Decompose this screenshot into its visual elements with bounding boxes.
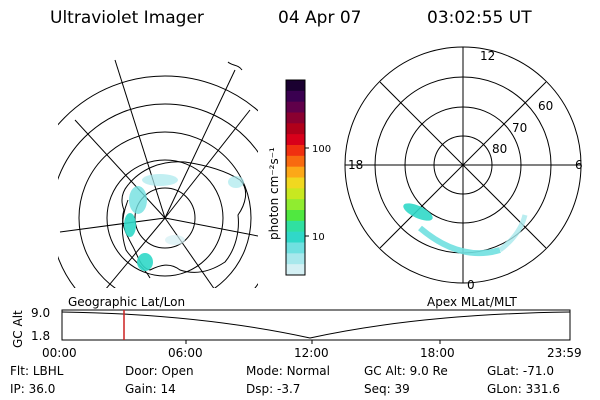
- colorbar-segment: [286, 177, 305, 189]
- mlt-label-dawn: 6: [575, 158, 583, 172]
- glat-field: GLat: -71.0: [487, 364, 554, 378]
- colorbar-tick-100: 100: [312, 144, 331, 155]
- apex-polar-plot: [344, 46, 582, 284]
- altitude-timeline: GC Alt 9.0 1.8: [11, 306, 571, 348]
- colorbar-segment: [286, 188, 305, 200]
- time-tick-end: 23:59: [547, 346, 582, 360]
- seq-value: 39: [394, 382, 410, 396]
- dsp-value: -3.7: [276, 382, 301, 396]
- door-value: Open: [161, 364, 194, 378]
- door-field: Door: Open: [125, 364, 194, 378]
- observation-time: 03:02:55 UT: [427, 8, 532, 28]
- gain-value: 14: [160, 382, 176, 396]
- colorbar-segment: [286, 80, 305, 92]
- glon-field: GLon: 331.6: [487, 382, 560, 396]
- colorbar-tick-10: 10: [312, 232, 325, 243]
- colorbar-segment: [286, 145, 305, 157]
- colorbar-segment: [286, 253, 305, 265]
- aurora-emission-left: [124, 174, 244, 271]
- colorbar-segment: [286, 199, 305, 211]
- colorbar-segment: [286, 166, 305, 178]
- colorbar-segment: [286, 123, 305, 135]
- colorbar-segment: [286, 210, 305, 222]
- mode-field: Mode: Normal: [246, 364, 330, 378]
- mlat-label-60: 60: [538, 99, 553, 113]
- observation-date: 04 Apr 07: [278, 8, 362, 28]
- gcalt-field: GC Alt: 9.0 Re: [364, 364, 448, 378]
- colorbar-frame: [285, 79, 306, 276]
- alt-tick-low: 1.8: [31, 329, 50, 343]
- gain-field: Gain: 14: [125, 382, 176, 396]
- colorbar-segment: [286, 134, 305, 146]
- dsp-field: Dsp: -3.7: [246, 382, 301, 396]
- seq-field: Seq: 39: [364, 382, 410, 396]
- instrument-title: Ultraviolet Imager: [50, 8, 204, 28]
- colorbar-segment: [286, 101, 305, 113]
- filter-field: Flt: LBHL: [10, 364, 64, 378]
- mlt-label-dusk: 18: [348, 158, 363, 172]
- colorbar-segment: [286, 90, 305, 103]
- time-tick-00: 00:00: [42, 346, 77, 360]
- timeline-axis-title: GC Alt: [11, 310, 25, 348]
- intensity-colorbar: [285, 79, 306, 276]
- aurora-emission-right: [403, 203, 528, 257]
- colorbar-segment: [286, 264, 305, 276]
- mlt-label-midnight: 0: [467, 278, 475, 292]
- ip-value: 36.0: [28, 382, 56, 396]
- alt-tick-high: 9.0: [31, 306, 50, 320]
- mlat-label-80: 80: [492, 142, 507, 156]
- colorbar-segment: [286, 220, 305, 233]
- glon-value: 331.6: [525, 382, 560, 396]
- colorbar-segment: [286, 112, 305, 124]
- apex-caption: Apex MLat/MLT: [427, 295, 517, 309]
- colorbar-segment: [286, 242, 305, 254]
- colorbar-segment: [286, 155, 305, 168]
- time-tick-06: 06:00: [168, 346, 203, 360]
- glat-value: -71.0: [522, 364, 554, 378]
- colorbar-segment: [286, 231, 305, 243]
- time-tick-18: 18:00: [420, 346, 455, 360]
- ip-field: IP: 36.0: [10, 382, 56, 396]
- colorbar-unit-label: photon cm⁻²s⁻¹: [267, 147, 281, 240]
- uv-image-panels: 12 18 6 0 60 70 80 100 10 photon cm⁻²s⁻¹: [58, 46, 583, 292]
- mode-value: Normal: [286, 364, 330, 378]
- mlat-label-70: 70: [512, 121, 527, 135]
- time-tick-12: 12:00: [294, 346, 329, 360]
- geographic-map: [58, 59, 258, 288]
- geographic-caption: Geographic Lat/Lon: [68, 295, 186, 309]
- filter-value: LBHL: [32, 364, 64, 378]
- mlt-label-noon: 12: [480, 49, 495, 63]
- gcalt-value: 9.0 Re: [409, 364, 448, 378]
